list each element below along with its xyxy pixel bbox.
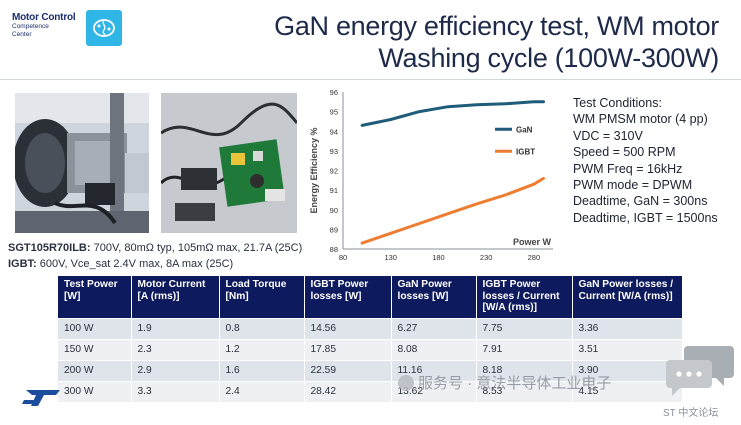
- y-tick-label: 94: [330, 127, 338, 136]
- title-divider: [0, 79, 741, 80]
- table-cell: 6.27: [391, 317, 477, 339]
- table-cell: 100 W: [58, 317, 132, 339]
- table-cell: 8.18: [476, 359, 573, 381]
- y-tick-label: 90: [330, 206, 338, 215]
- condition-title: Test Conditions:: [573, 96, 662, 110]
- table-row: 200 W 2.9 1.6 22.59 11.16 8.18 3.90: [58, 359, 682, 381]
- efficiency-chart: 88 89 90 91 92 93 94 95 96 80 130 180 230 280 Energy E…: [305, 84, 560, 274]
- wechat-icon: [398, 374, 414, 391]
- table-cell: 300 W: [58, 380, 132, 402]
- x-tick-label: 280: [528, 253, 541, 262]
- header-igbt-losses-per-current: IGBT Power losses / Current [W/A (rms)]: [476, 276, 573, 318]
- table-cell: 14.56: [304, 317, 392, 339]
- y-axis-label: Energy Efficiency %: [309, 127, 319, 213]
- table-row: 100 W 1.9 0.8 14.56 6.27 7.75 3.36: [58, 317, 682, 339]
- slide-title: GaN energy efficiency test, WM motor Was…: [199, 10, 719, 74]
- x-tick-label: 230: [480, 253, 493, 262]
- table-cell: 2.9: [131, 359, 220, 381]
- x-axis-label: Power W: [513, 237, 552, 247]
- condition-motor: WM PMSM motor (4 pp): [573, 112, 708, 127]
- table-cell: 22.59: [304, 359, 392, 381]
- chat-bubble-icon[interactable]: [664, 342, 736, 398]
- part-name-igbt: IGBT:: [8, 258, 37, 270]
- x-tick-label: 80: [339, 253, 347, 262]
- st-logo: [22, 386, 62, 408]
- table-cell: 3.90: [572, 359, 682, 381]
- condition-vdc: VDC = 310V: [573, 128, 643, 143]
- watermark-text: 服务号 · 意法半导体工业电子: [418, 375, 612, 392]
- header-gan-losses-per-current: GaN Power losses / Current [W/A (rms)]: [572, 276, 682, 318]
- table-cell: 3.36: [572, 317, 682, 339]
- legend-label-gan: GaN: [516, 125, 533, 134]
- table-cell: 28.42: [304, 380, 392, 402]
- header-gan-losses: GaN Power losses [W]: [391, 276, 477, 318]
- parts-description: SGT105R70ILB: 700V, 80mΩ typ, 105mΩ max,…: [8, 240, 328, 272]
- condition-speed: Speed = 500 RPM: [573, 145, 676, 160]
- table-cell: 0.8: [219, 317, 305, 339]
- y-tick-label: 96: [330, 88, 338, 97]
- motor-test-bench-photo: [15, 93, 149, 233]
- brand-name: Motor Control: [12, 12, 76, 23]
- series-line-igbt: [360, 176, 545, 245]
- part-name-gan: SGT105R70ILB:: [8, 242, 91, 254]
- table-cell: 1.6: [219, 359, 305, 381]
- table-cell: 200 W: [58, 359, 132, 381]
- x-tick-label: 130: [384, 253, 397, 262]
- table-header-row: Test Power [W] Motor Current [A (rms)] L…: [58, 276, 682, 318]
- brand-sub-line1: Competence: [12, 23, 49, 30]
- table-cell: 1.2: [219, 338, 305, 360]
- title-line-2: Washing cycle (100W-300W): [378, 43, 719, 73]
- table-row: 150 W 2.3 1.2 17.85 8.08 7.91 3.51: [58, 338, 682, 360]
- efficiency-chart-svg: 88 89 90 91 92 93 94 95 96 80 130 180 230 280 Energy E…: [309, 88, 553, 262]
- part-line-igbt: IGBT: 600V, Vce_sat 2.4V max, 8A max (25…: [8, 256, 328, 272]
- brain-icon: [86, 10, 122, 46]
- part-spec-igbt: 600V, Vce_sat 2.4V max, 8A max (25C): [36, 258, 234, 270]
- table-cell: 2.3: [131, 338, 220, 360]
- header-load-torque: Load Torque [Nm]: [219, 276, 305, 318]
- table-cell: 7.91: [476, 338, 573, 360]
- series-line-gan: [360, 100, 545, 127]
- y-tick-label: 89: [330, 225, 338, 234]
- table-cell: 8.08: [391, 338, 477, 360]
- table-cell: 1.9: [131, 317, 220, 339]
- y-tick-label: 88: [330, 245, 338, 254]
- brand-block: Motor Control Competence Center: [12, 12, 84, 39]
- test-conditions: Test Conditions: WM PMSM motor (4 pp) VD…: [573, 95, 741, 226]
- header-test-power: Test Power [W]: [58, 276, 132, 318]
- table-cell: 2.4: [219, 380, 305, 402]
- forum-label: ST 中文论坛: [663, 408, 719, 419]
- y-tick-label: 92: [330, 167, 338, 176]
- watermark: 服务号 · 意法半导体工业电子: [398, 372, 611, 393]
- results-table: Test Power [W] Motor Current [A (rms)] L…: [58, 276, 682, 402]
- table-cell: 3.3: [131, 380, 220, 402]
- title-line-1: GaN energy efficiency test, WM motor: [274, 11, 719, 41]
- legend-label-igbt: IGBT: [516, 147, 535, 156]
- table-cell: 4.15: [572, 380, 682, 402]
- y-tick-label: 95: [330, 108, 338, 117]
- table-cell: 8.53: [476, 380, 573, 402]
- header-motor-current: Motor Current [A (rms)]: [131, 276, 220, 318]
- y-tick-label: 91: [330, 186, 338, 195]
- y-tick-label: 93: [330, 147, 338, 156]
- condition-pwm-freq: PWM Freq = 16kHz: [573, 161, 683, 176]
- table-cell: 150 W: [58, 338, 132, 360]
- condition-deadtime-gan: Deadtime, GaN = 300ns: [573, 194, 708, 209]
- part-spec-gan: 700V, 80mΩ typ, 105mΩ max, 21.7A (25C): [90, 242, 303, 254]
- header-igbt-losses: IGBT Power losses [W]: [304, 276, 392, 318]
- table-cell: 7.75: [476, 317, 573, 339]
- table-cell: 17.85: [304, 338, 392, 360]
- part-line-gan: SGT105R70ILB: 700V, 80mΩ typ, 105mΩ max,…: [8, 240, 328, 256]
- table-cell: 3.51: [572, 338, 682, 360]
- table-cell: 11.16: [391, 359, 477, 381]
- brand-sub-line2: Center: [12, 31, 32, 38]
- condition-pwm-mode: PWM mode = DPWM: [573, 178, 693, 193]
- x-tick-label: 180: [432, 253, 445, 262]
- inverter-board-photo: [161, 93, 297, 233]
- condition-deadtime-igbt: Deadtime, IGBT = 1500ns: [573, 210, 718, 225]
